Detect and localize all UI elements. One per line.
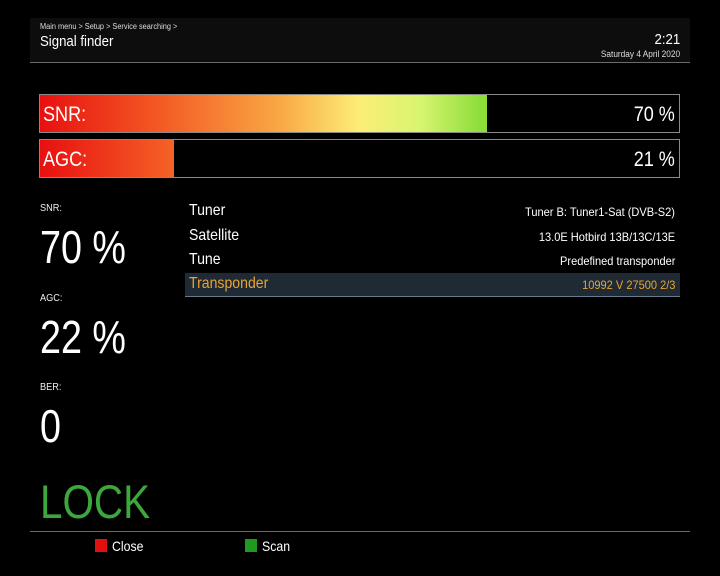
snr-bar-label: SNR: <box>43 103 87 126</box>
ber-stat-value: 0 <box>40 400 61 452</box>
info-row-tune[interactable]: Tune Predefined transponder <box>185 249 680 273</box>
agc-stat-value: 22 % <box>40 311 126 363</box>
agc-bar-label: AGC: <box>43 148 88 171</box>
agc-bar-fill <box>40 140 175 177</box>
green-key-icon <box>245 539 257 552</box>
red-key-icon <box>95 539 107 552</box>
snr-stat-value: 70 % <box>40 221 126 273</box>
footer-divider <box>30 531 690 532</box>
info-key: Tune <box>189 251 221 268</box>
info-key: Satellite <box>189 227 240 244</box>
info-row-transponder[interactable]: Transponder 10992 V 27500 2/3 <box>185 273 680 297</box>
snr-bar-fill <box>40 95 488 132</box>
agc-bar: AGC: 21 % <box>39 139 680 178</box>
info-value: Predefined transponder <box>559 254 675 268</box>
date: Saturday 4 April 2020 <box>600 49 680 59</box>
info-key: Transponder <box>189 275 269 292</box>
clock: 2:21 <box>654 31 680 48</box>
ber-stat-label: BER: <box>40 382 62 393</box>
snr-stat-label: SNR: <box>40 203 62 214</box>
info-key: Tuner <box>189 202 226 219</box>
info-value: 13.0E Hotbird 13B/13C/13E <box>538 230 675 244</box>
agc-stat-label: AGC: <box>40 293 63 304</box>
close-label: Close <box>112 538 144 554</box>
scan-label: Scan <box>262 538 291 554</box>
header-bar: Main menu > Setup > Service searching > … <box>30 18 690 63</box>
page-title: Signal finder <box>40 33 114 50</box>
info-row-tuner[interactable]: Tuner Tuner B: Tuner1-Sat (DVB-S2) <box>185 200 680 224</box>
agc-bar-value: 21 % <box>633 148 675 171</box>
info-row-satellite[interactable]: Satellite 13.0E Hotbird 13B/13C/13E <box>185 225 680 249</box>
snr-bar: SNR: 70 % <box>39 94 680 133</box>
lock-status: LOCK <box>40 475 151 528</box>
info-value: 10992 V 27500 2/3 <box>581 278 675 292</box>
snr-bar-value: 70 % <box>633 103 675 126</box>
breadcrumb: Main menu > Setup > Service searching > <box>40 22 178 31</box>
info-value: Tuner B: Tuner1-Sat (DVB-S2) <box>525 205 675 219</box>
